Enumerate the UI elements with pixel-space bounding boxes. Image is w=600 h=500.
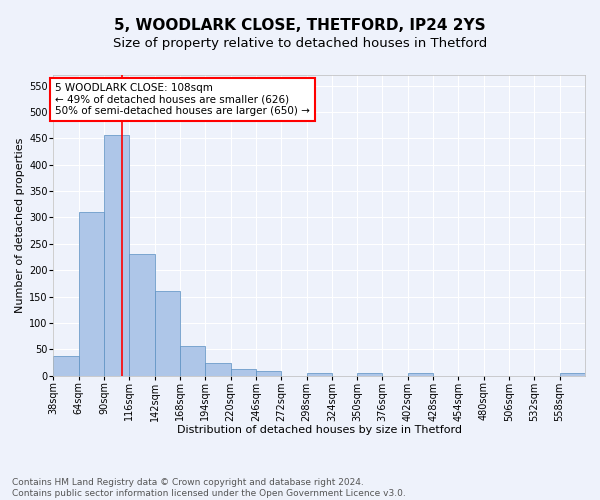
- Bar: [560, 373, 585, 376]
- Bar: [307, 373, 332, 376]
- Bar: [129, 254, 155, 376]
- Bar: [256, 371, 281, 376]
- Bar: [230, 370, 256, 376]
- Bar: [53, 356, 79, 376]
- Text: Size of property relative to detached houses in Thetford: Size of property relative to detached ho…: [113, 38, 487, 51]
- Bar: [205, 362, 230, 376]
- X-axis label: Distribution of detached houses by size in Thetford: Distribution of detached houses by size …: [176, 425, 461, 435]
- Text: Contains HM Land Registry data © Crown copyright and database right 2024.
Contai: Contains HM Land Registry data © Crown c…: [12, 478, 406, 498]
- Bar: [408, 373, 433, 376]
- Bar: [104, 135, 129, 376]
- Bar: [155, 292, 180, 376]
- Bar: [180, 346, 205, 376]
- Text: 5 WOODLARK CLOSE: 108sqm
← 49% of detached houses are smaller (626)
50% of semi-: 5 WOODLARK CLOSE: 108sqm ← 49% of detach…: [55, 83, 310, 116]
- Bar: [79, 212, 104, 376]
- Y-axis label: Number of detached properties: Number of detached properties: [15, 138, 25, 313]
- Text: 5, WOODLARK CLOSE, THETFORD, IP24 2YS: 5, WOODLARK CLOSE, THETFORD, IP24 2YS: [114, 18, 486, 32]
- Bar: [357, 373, 382, 376]
